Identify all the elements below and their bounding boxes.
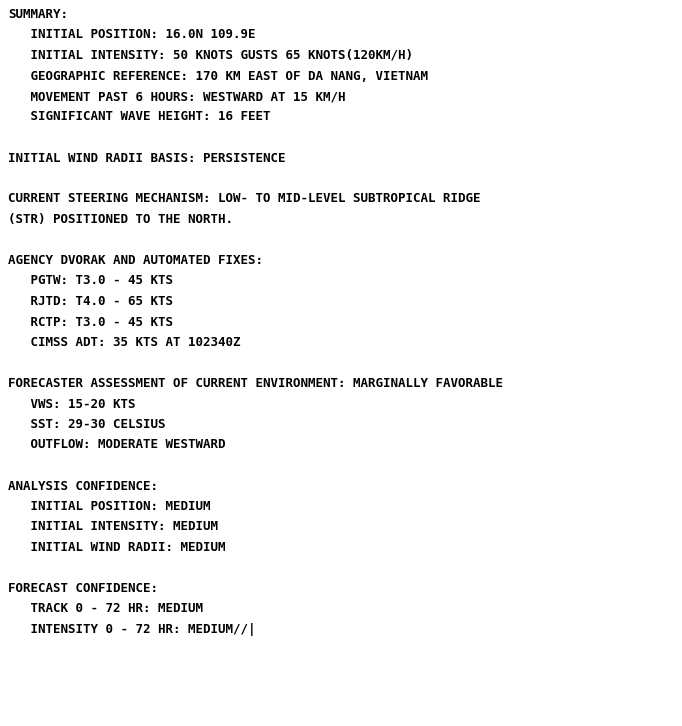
- Text: PGTW: T3.0 - 45 KTS: PGTW: T3.0 - 45 KTS: [8, 274, 173, 287]
- Text: INITIAL INTENSITY: 50 KNOTS GUSTS 65 KNOTS(120KM/H): INITIAL INTENSITY: 50 KNOTS GUSTS 65 KNO…: [8, 49, 413, 62]
- Text: INITIAL WIND RADII: MEDIUM: INITIAL WIND RADII: MEDIUM: [8, 541, 226, 554]
- Text: VWS: 15-20 KTS: VWS: 15-20 KTS: [8, 398, 136, 410]
- Text: INITIAL POSITION: MEDIUM: INITIAL POSITION: MEDIUM: [8, 500, 211, 513]
- Text: CIMSS ADT: 35 KTS AT 102340Z: CIMSS ADT: 35 KTS AT 102340Z: [8, 336, 241, 349]
- Text: INITIAL INTENSITY: MEDIUM: INITIAL INTENSITY: MEDIUM: [8, 521, 218, 534]
- Text: INITIAL POSITION: 16.0N 109.9E: INITIAL POSITION: 16.0N 109.9E: [8, 28, 256, 41]
- Text: RJTD: T4.0 - 65 KTS: RJTD: T4.0 - 65 KTS: [8, 295, 173, 308]
- Text: INTENSITY 0 - 72 HR: MEDIUM//|: INTENSITY 0 - 72 HR: MEDIUM//|: [8, 623, 256, 636]
- Text: INITIAL WIND RADII BASIS: PERSISTENCE: INITIAL WIND RADII BASIS: PERSISTENCE: [8, 152, 286, 165]
- Text: (STR) POSITIONED TO THE NORTH.: (STR) POSITIONED TO THE NORTH.: [8, 213, 233, 226]
- Text: RCTP: T3.0 - 45 KTS: RCTP: T3.0 - 45 KTS: [8, 316, 173, 328]
- Text: SUMMARY:: SUMMARY:: [8, 8, 68, 21]
- Text: MOVEMENT PAST 6 HOURS: WESTWARD AT 15 KM/H: MOVEMENT PAST 6 HOURS: WESTWARD AT 15 KM…: [8, 90, 346, 103]
- Text: GEOGRAPHIC REFERENCE: 170 KM EAST OF DA NANG, VIETNAM: GEOGRAPHIC REFERENCE: 170 KM EAST OF DA …: [8, 70, 428, 83]
- Text: AGENCY DVORAK AND AUTOMATED FIXES:: AGENCY DVORAK AND AUTOMATED FIXES:: [8, 254, 263, 267]
- Text: SIGNIFICANT WAVE HEIGHT: 16 FEET: SIGNIFICANT WAVE HEIGHT: 16 FEET: [8, 110, 271, 123]
- Text: TRACK 0 - 72 HR: MEDIUM: TRACK 0 - 72 HR: MEDIUM: [8, 603, 203, 616]
- Text: SST: 29-30 CELSIUS: SST: 29-30 CELSIUS: [8, 418, 166, 431]
- Text: CURRENT STEERING MECHANISM: LOW- TO MID-LEVEL SUBTROPICAL RIDGE: CURRENT STEERING MECHANISM: LOW- TO MID-…: [8, 192, 481, 205]
- Text: FORECAST CONFIDENCE:: FORECAST CONFIDENCE:: [8, 582, 158, 595]
- Text: OUTFLOW: MODERATE WESTWARD: OUTFLOW: MODERATE WESTWARD: [8, 439, 226, 452]
- Text: FORECASTER ASSESSMENT OF CURRENT ENVIRONMENT: MARGINALLY FAVORABLE: FORECASTER ASSESSMENT OF CURRENT ENVIRON…: [8, 377, 503, 390]
- Text: ANALYSIS CONFIDENCE:: ANALYSIS CONFIDENCE:: [8, 479, 158, 492]
